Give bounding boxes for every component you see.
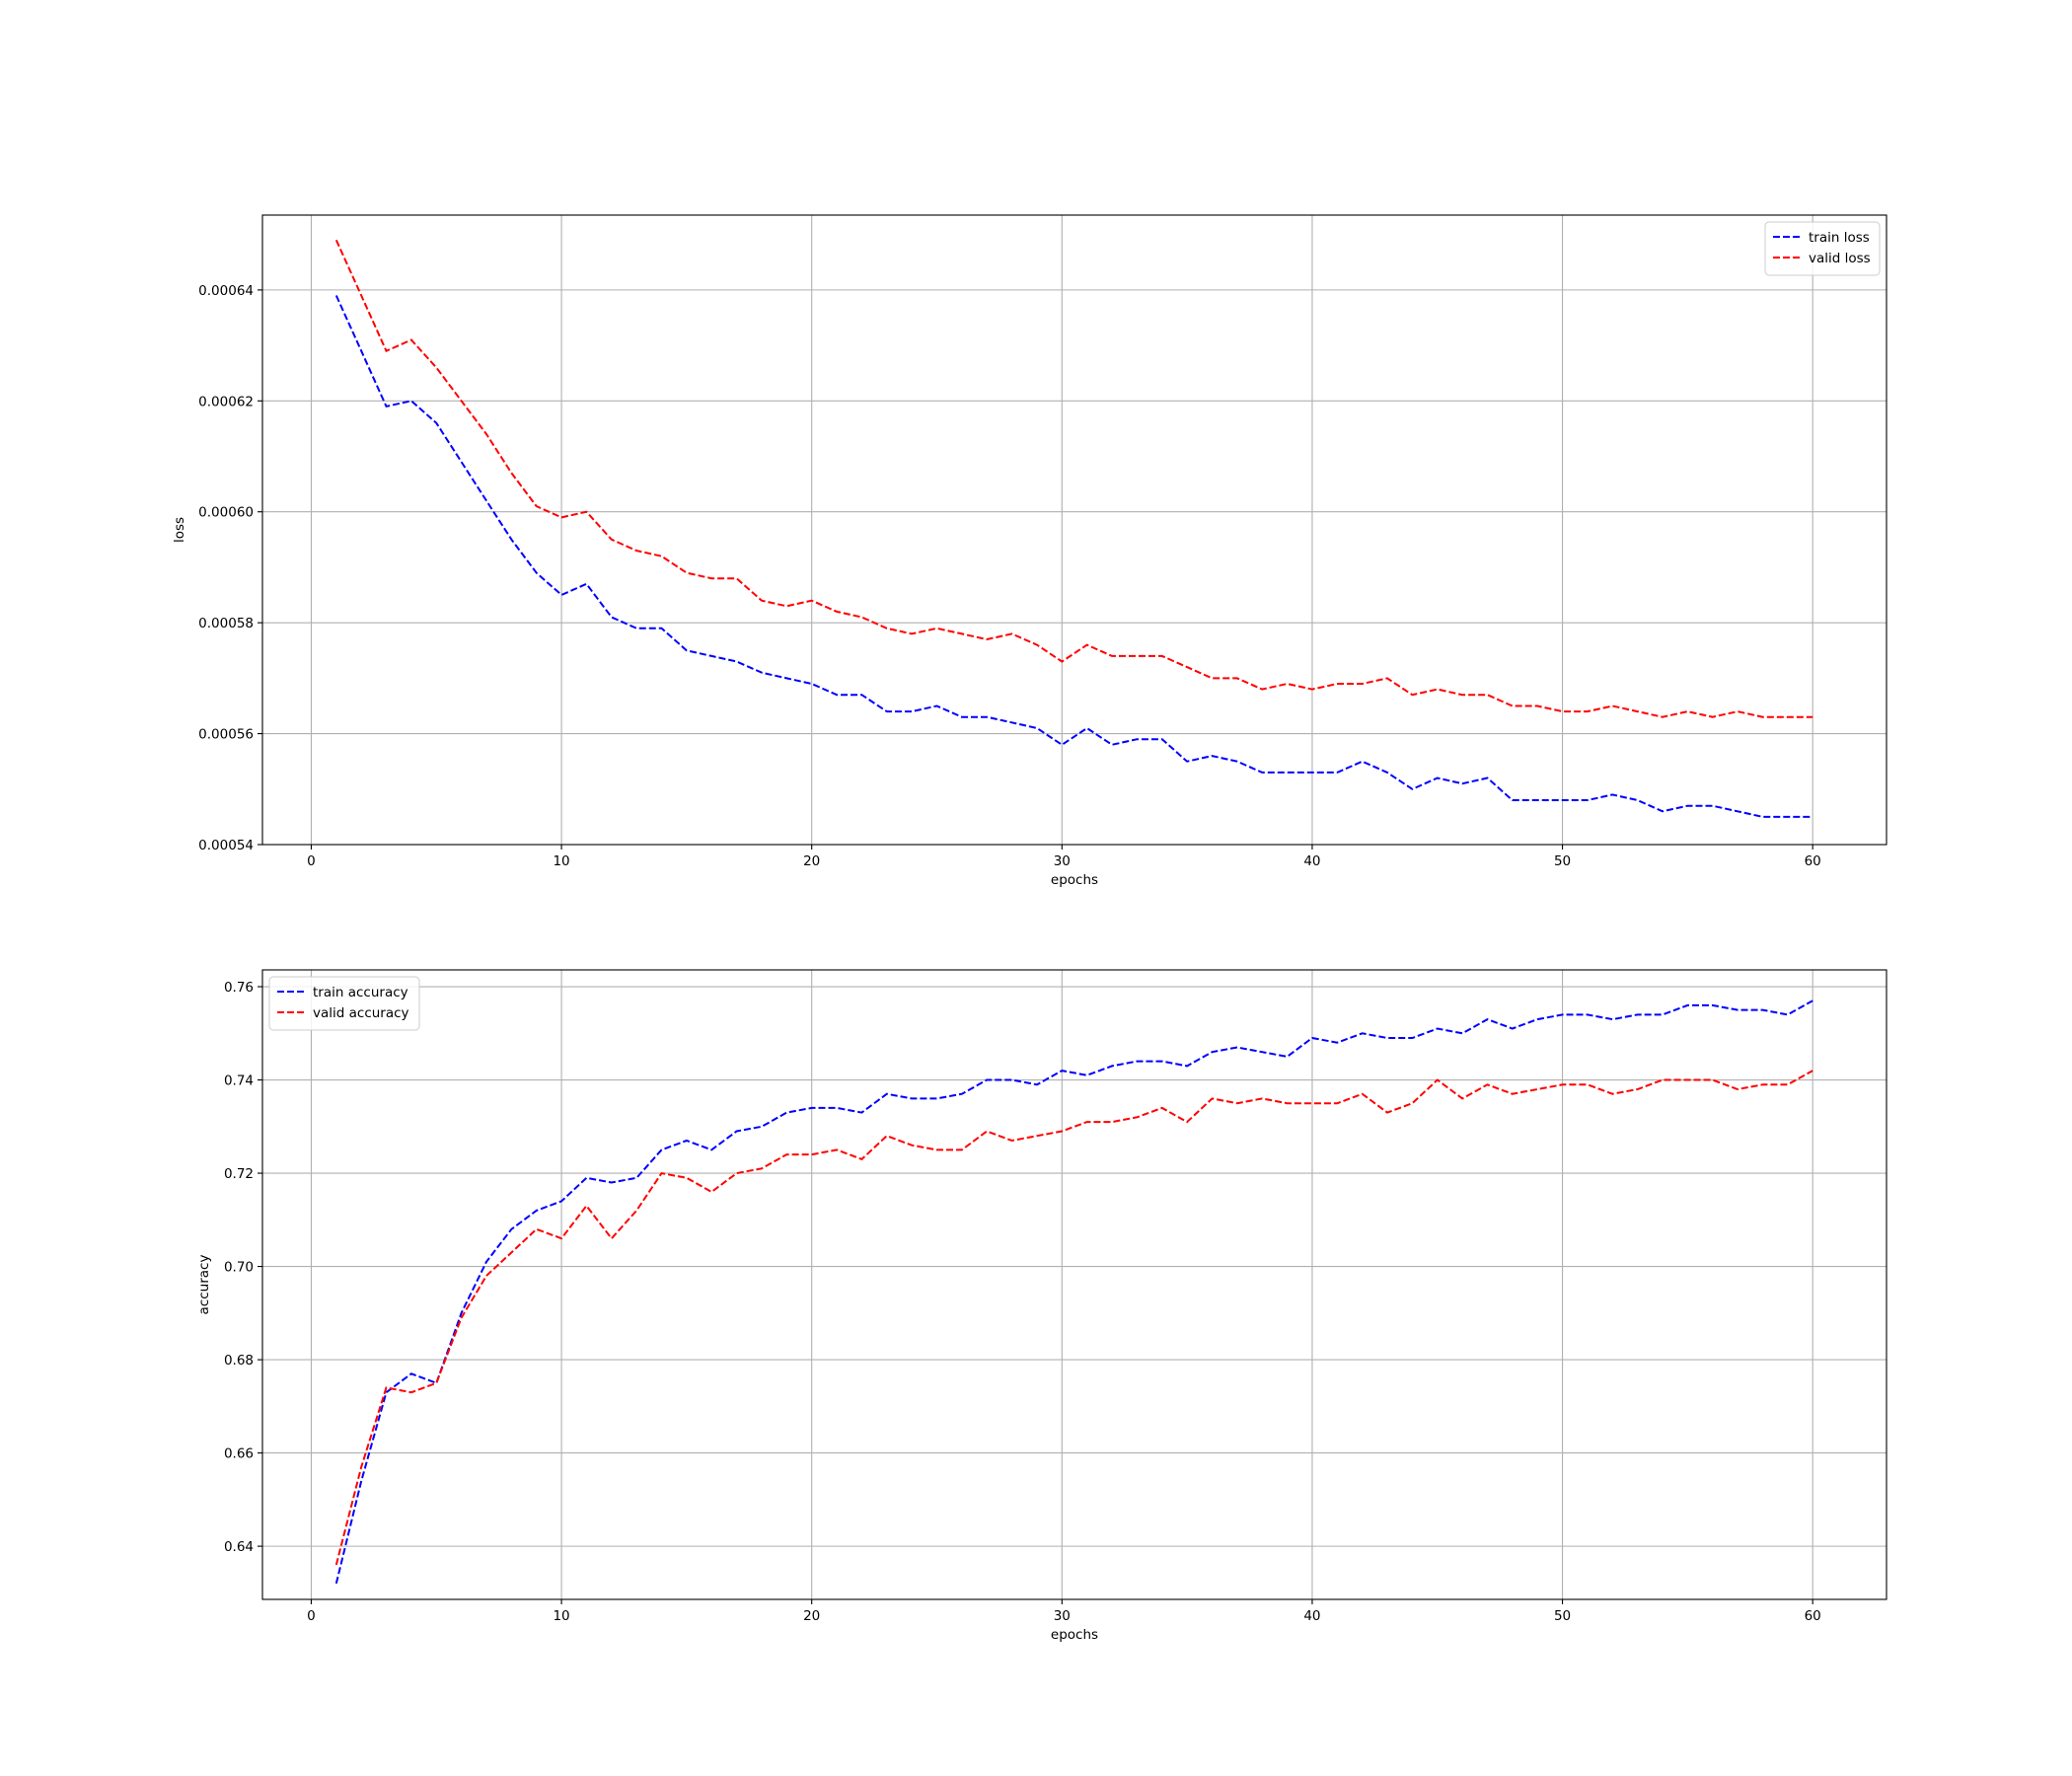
- series-line-valid-accuracy: [334, 1070, 1813, 1566]
- y-tick-label: 0.72: [224, 1166, 254, 1182]
- y-tick-label: 0.00054: [198, 838, 254, 853]
- y-tick-label: 0.00060: [198, 505, 254, 521]
- y-axis-label: loss: [172, 517, 187, 543]
- y-tick-label: 0.66: [224, 1446, 254, 1462]
- legend-box: [268, 976, 420, 1031]
- x-tick-label: 50: [1554, 1608, 1571, 1624]
- x-axis-label: epochs: [1051, 872, 1098, 888]
- x-tick-label: 60: [1805, 853, 1821, 869]
- axes-frame: [261, 214, 1887, 846]
- legend-box: [1764, 221, 1881, 276]
- x-tick-label: 40: [1303, 1608, 1320, 1624]
- y-tick-label: 0.00058: [198, 616, 254, 631]
- x-tick-label: 10: [553, 1608, 569, 1624]
- x-tick-label: 30: [1054, 853, 1071, 869]
- y-tick-label: 0.76: [224, 980, 254, 996]
- series-line-train-accuracy: [334, 999, 1813, 1585]
- series-line-train-loss: [334, 295, 1813, 818]
- y-axis-label: accuracy: [196, 1255, 212, 1315]
- chart-1: 0 10 20 30 40 50 60 0.00054 0.00056 0.00058 0.0006…: [172, 214, 1887, 888]
- legend-label: train accuracy: [313, 985, 408, 1000]
- legend-label: train loss: [1809, 230, 1870, 246]
- y-tick-label: 0.68: [224, 1353, 254, 1369]
- x-tick-label: 0: [307, 1608, 316, 1624]
- x-tick-label: 20: [803, 853, 820, 869]
- y-tick-label: 0.00064: [198, 283, 254, 299]
- plot-area: [262, 970, 1887, 1599]
- x-tick-label: 20: [803, 1608, 820, 1624]
- legend-label: valid accuracy: [313, 1005, 409, 1021]
- x-tick-label: 10: [553, 853, 569, 869]
- y-tick-label: 0.00056: [198, 727, 254, 743]
- plot-area: [262, 215, 1887, 845]
- legend: train loss valid loss: [1764, 221, 1881, 276]
- x-axis-label: epochs: [1051, 1627, 1098, 1643]
- x-tick-label: 60: [1805, 1608, 1821, 1624]
- y-tick-label: 0.64: [224, 1539, 254, 1555]
- axes-frame: [261, 969, 1887, 1600]
- x-tick-label: 40: [1303, 853, 1320, 869]
- y-tick-label: 0.74: [224, 1073, 254, 1089]
- series-line-valid-loss: [334, 239, 1813, 718]
- legend-label: valid loss: [1809, 251, 1871, 266]
- chart-2: 0 10 20 30 40 50 60 0.64 0.66 0.68 0.70 0.72 0.74 0.7…: [196, 969, 1887, 1643]
- x-tick-label: 50: [1554, 853, 1571, 869]
- x-tick-label: 0: [307, 853, 316, 869]
- y-tick-label: 0.00062: [198, 394, 254, 409]
- y-tick-label: 0.70: [224, 1260, 254, 1276]
- x-tick-label: 30: [1054, 1608, 1071, 1624]
- legend: train accuracy valid accuracy: [268, 976, 420, 1031]
